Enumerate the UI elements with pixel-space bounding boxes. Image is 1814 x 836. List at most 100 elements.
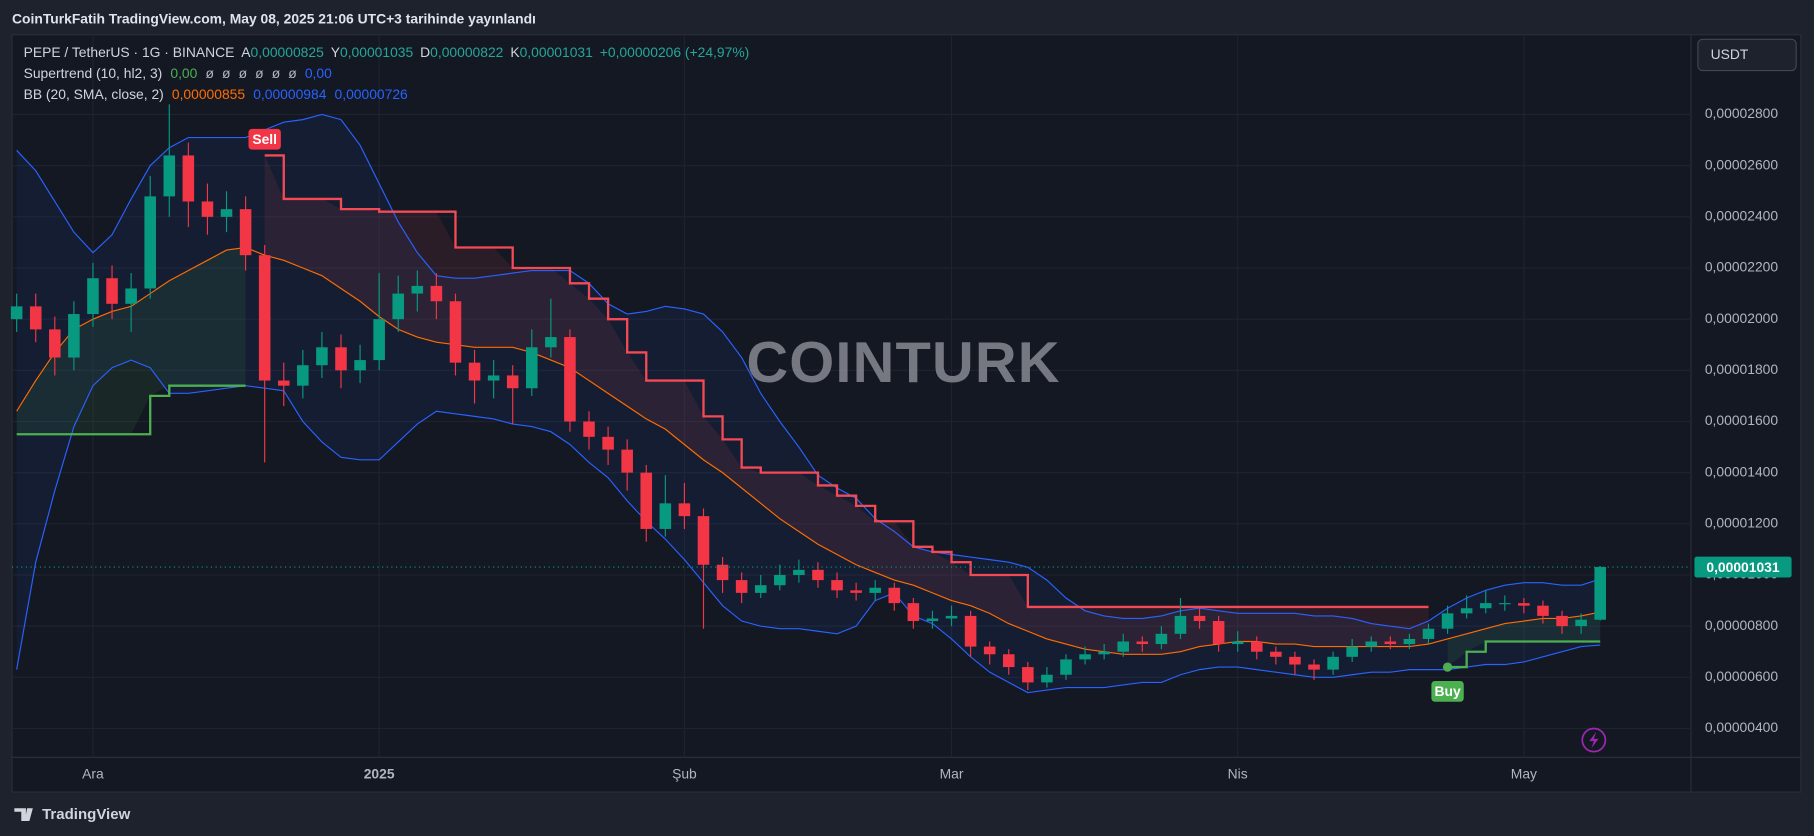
candle-body xyxy=(220,209,233,217)
candle-body xyxy=(1537,605,1549,616)
tv-logo xyxy=(14,808,33,821)
candle-body xyxy=(239,209,252,256)
x-tick-label: Nis xyxy=(1228,765,1248,781)
alert-icon[interactable] xyxy=(1581,727,1607,753)
x-tick-label: Ara xyxy=(82,765,104,781)
x-tick-label: Şub xyxy=(672,765,697,781)
legend-indicator-value: ø xyxy=(222,65,231,81)
candle-body xyxy=(1289,656,1301,665)
candle-body xyxy=(182,155,195,202)
last-price-box xyxy=(1694,556,1792,578)
candle-body xyxy=(640,472,653,529)
legend-symbol: PEPE / TetherUS · 1G · BINANCE xyxy=(24,44,235,60)
y-tick-label: 0,00002600 xyxy=(1705,156,1779,172)
y-tick-label: 0,00000600 xyxy=(1705,668,1779,684)
legend-change: +0,00000206 (+24,97%) xyxy=(600,44,750,60)
candle-body xyxy=(1098,651,1110,655)
supertrend-line xyxy=(16,384,1601,669)
y-tick-label: 0,00002200 xyxy=(1705,259,1779,275)
y-tick-label: 0,00001800 xyxy=(1705,361,1779,377)
candle-body xyxy=(1212,621,1225,645)
candle-body xyxy=(545,337,557,348)
candle-body xyxy=(945,615,958,619)
legend-supertrend: Supertrend (10, hl2, 3) 0,00 ø ø ø ø ø ø 0,00 xyxy=(24,65,333,81)
candle-body xyxy=(526,347,538,389)
candle-body xyxy=(87,278,99,315)
candle-body xyxy=(716,564,729,581)
legend-ohlc-key: A xyxy=(241,44,251,60)
candle-body xyxy=(1346,646,1358,657)
x-tick-label: 2025 xyxy=(364,765,395,781)
candle-body xyxy=(1002,654,1015,668)
y-tick-label: 0,00001200 xyxy=(1705,514,1779,530)
candle-body xyxy=(1384,641,1397,645)
candle-body xyxy=(201,201,214,217)
candle-body xyxy=(926,618,939,622)
legend-indicator-value: ø xyxy=(288,65,297,81)
candle-body xyxy=(430,285,443,302)
footer-brand: TradingView xyxy=(42,806,130,823)
y-tick-label: 0,00000400 xyxy=(1705,719,1779,735)
watermark: COINTURK xyxy=(746,331,1060,395)
y-tick-label: 0,00000800 xyxy=(1705,617,1779,633)
candle-body xyxy=(1041,674,1053,683)
candle-body xyxy=(506,375,519,389)
candle-body xyxy=(1499,603,1511,605)
candle-body xyxy=(258,255,271,381)
supertrend-line xyxy=(264,154,1429,609)
candle-body xyxy=(774,574,786,586)
currency-label[interactable]: USDT xyxy=(1711,46,1749,62)
candle-body xyxy=(392,293,405,320)
candle-body xyxy=(793,569,805,575)
candle-body xyxy=(983,646,996,655)
candle-body xyxy=(1575,619,1587,627)
candle-body xyxy=(1174,615,1187,634)
buy-box xyxy=(1431,680,1464,702)
currency-button[interactable] xyxy=(1697,38,1797,72)
candle-body xyxy=(106,278,118,304)
alert-bolt xyxy=(1589,731,1599,749)
y-tick-label: 0,00002000 xyxy=(1705,310,1779,326)
y-tick-label: 0,00001400 xyxy=(1705,463,1779,479)
candle-body xyxy=(1193,615,1206,622)
candle-body xyxy=(1422,628,1435,639)
candle-body xyxy=(602,436,614,450)
x-tick-label: May xyxy=(1511,765,1537,781)
candle-body xyxy=(1231,641,1244,645)
candle-body xyxy=(583,421,595,437)
legend-indicator-value: 0,00000726 xyxy=(335,85,409,101)
grid xyxy=(12,34,1691,758)
candle-body xyxy=(697,516,710,565)
bb-line xyxy=(16,246,1601,655)
candle-body xyxy=(1403,638,1416,645)
candle-body xyxy=(1327,656,1339,670)
candle-body xyxy=(621,449,633,473)
candle-body xyxy=(1594,567,1606,620)
candle-body xyxy=(144,196,156,289)
sell-box xyxy=(248,128,281,150)
candle-body xyxy=(735,580,748,593)
candle-body xyxy=(964,615,977,647)
candle-body xyxy=(869,587,881,593)
bb-line xyxy=(16,359,1601,694)
supertrend-fill xyxy=(264,155,1429,655)
candle-body xyxy=(1441,613,1454,629)
legend-indicator-value: 0,00 xyxy=(170,65,197,81)
candle-body xyxy=(1518,603,1530,606)
candle-body xyxy=(163,155,176,197)
legend-indicator-name: Supertrend (10, hl2, 3) xyxy=(24,65,163,81)
candle-body xyxy=(831,580,843,591)
candle-body xyxy=(850,590,862,593)
candle-body xyxy=(10,306,23,320)
candle-body xyxy=(659,503,672,529)
candle-body xyxy=(335,347,347,371)
legend-indicator-value: 0,00000855 xyxy=(172,85,246,101)
legend-bb: BB (20, SMA, close, 2) 0,00000855 0,000009… xyxy=(24,85,408,101)
indicator-lines xyxy=(16,113,1601,694)
legend-indicator-value: ø xyxy=(255,65,264,81)
candle-body xyxy=(449,301,462,363)
bb-band-fill xyxy=(16,114,1601,693)
candle-body xyxy=(1022,667,1034,683)
candle-body xyxy=(812,569,824,581)
